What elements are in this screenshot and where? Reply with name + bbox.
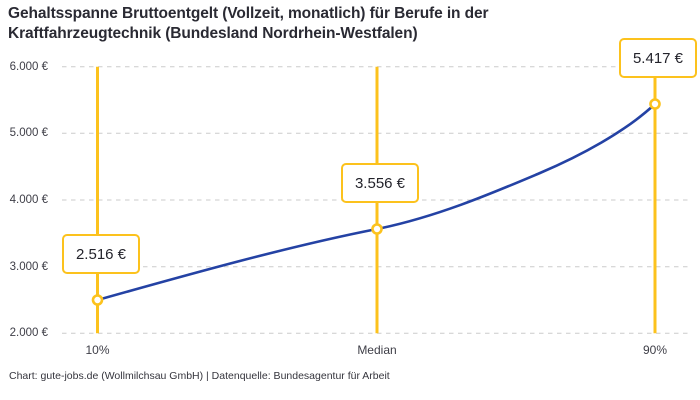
x-tick-10-percent: 10% <box>85 343 110 357</box>
y-tick-4000: 4.000 € <box>9 194 48 206</box>
chart-title-line-1: Gehaltsspanne Bruttoentgelt (Vollzeit, m… <box>8 5 489 22</box>
annotation-value-median: 3.556 € <box>341 163 419 203</box>
gridlines <box>62 66 690 334</box>
chart-title-line-2: Kraftfahrzeugtechnik (Bundesland Nordrhe… <box>8 24 418 42</box>
chart-title: Gehaltsspanne Bruttoentgelt (Vollzeit, m… <box>8 4 489 43</box>
y-tick-3000: 3.000 € <box>9 261 48 273</box>
x-tick-90-percent: 90% <box>642 343 668 357</box>
data-point-90 <box>649 98 661 110</box>
data-point-10 <box>91 294 104 306</box>
data-points <box>91 98 661 306</box>
annotation-value-90-percent: 5.417 € <box>619 38 697 78</box>
y-tick-2000: 2.000 € <box>9 327 48 339</box>
salary-curve <box>96 102 657 302</box>
annotation-value-10-percent: 2.516 € <box>62 234 140 274</box>
y-tick-6000: 6.000 € <box>9 61 48 73</box>
chart-attribution: Chart: gute-jobs.de (Wollmilchsau GmbH) … <box>9 370 390 382</box>
x-tick-median: Median <box>357 343 397 357</box>
data-point-median <box>371 223 383 235</box>
y-tick-5000: 5.000 € <box>9 127 48 139</box>
